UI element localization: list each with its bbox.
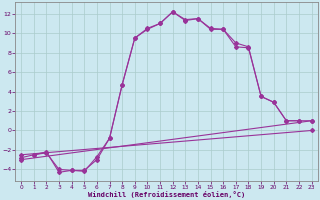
X-axis label: Windchill (Refroidissement éolien,°C): Windchill (Refroidissement éolien,°C) [88,191,245,198]
